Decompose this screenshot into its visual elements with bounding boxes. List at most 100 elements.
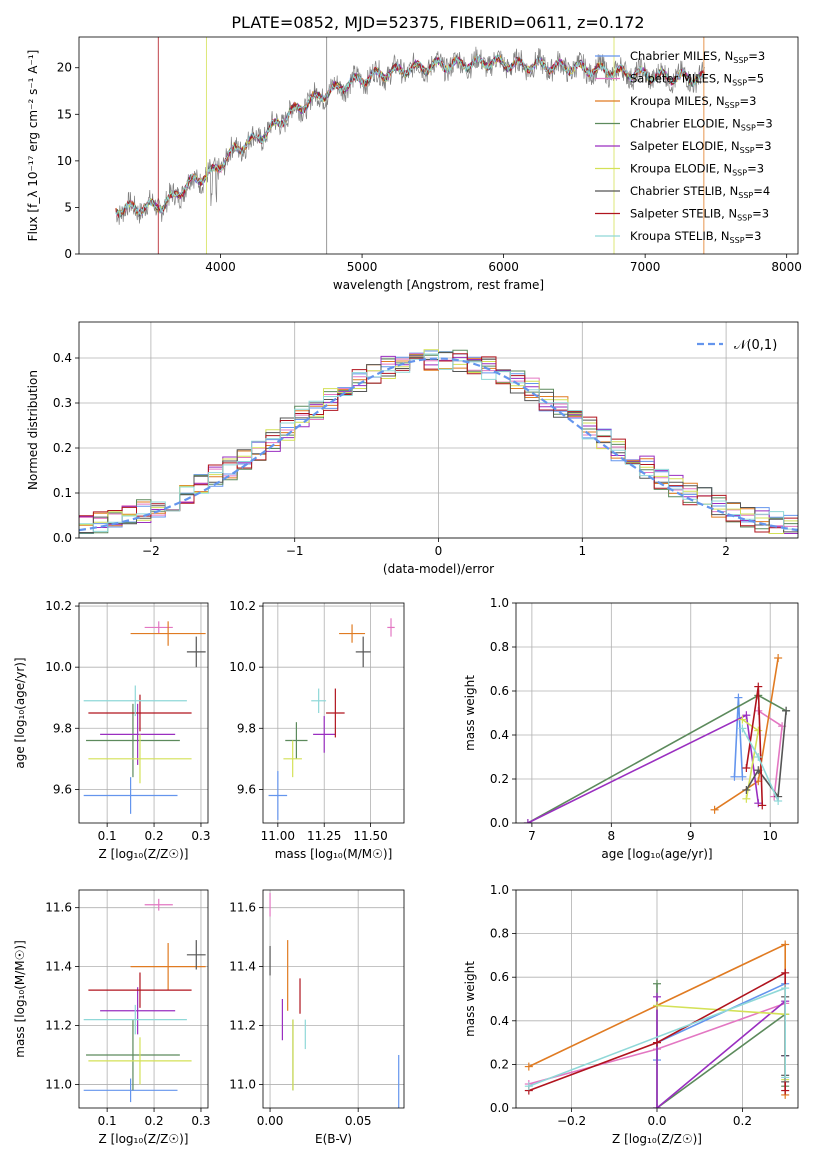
- legend-value: =3: [756, 117, 773, 131]
- legend-subscript: SSP: [741, 124, 756, 133]
- legend-value: =3: [740, 94, 757, 108]
- y-tick-label: 0.2: [490, 1057, 509, 1071]
- y-tick-label: 0.6: [490, 970, 509, 984]
- y-tick-label: 15: [57, 107, 72, 121]
- x-tick-label: 10: [763, 829, 778, 843]
- x-tick-label: 0.3: [191, 829, 210, 843]
- panel-age-vs-z: 0.1 0.2 0.3 9.6 9.8 10.0 10.2 Z [log₁₀(Z/Z☉)] ag…: [13, 599, 211, 861]
- plot-content: [524, 940, 790, 1108]
- panel-age-vs-mass: 11.00 11.25 11.50 9.6 9.8 10.0 10.2 mass [log₁₀…: [229, 599, 405, 861]
- plot-area: [263, 890, 404, 1108]
- y-tick-label: 0.0: [490, 1101, 509, 1115]
- axes-frame: [262, 889, 405, 1109]
- x-tick-label: 0: [435, 544, 443, 558]
- x-axis-label: Z [log₁₀(Z/Z☉)]: [99, 847, 189, 861]
- panel-mass-vs-ebv: 0.00 0.05 11.0 11.2 11.4 11.6 E(B-V): [229, 889, 405, 1146]
- y-tick-label: 5: [64, 200, 72, 214]
- legend-value: =5: [747, 72, 764, 86]
- x-tick-label: 7: [528, 829, 536, 843]
- legend-value: =3: [745, 229, 762, 243]
- x-axis-label: wavelength [Angstrom, rest frame]: [333, 278, 544, 292]
- legend-value: =3: [748, 49, 765, 63]
- legend-subscript: SSP: [738, 191, 753, 200]
- y-tick-label: 9.6: [53, 782, 72, 796]
- plot-content: [523, 654, 791, 823]
- y-tick-label: 20: [57, 61, 72, 75]
- x-tick-label: 5000: [347, 260, 378, 274]
- x-axis-label: (data-model)/error: [383, 562, 494, 576]
- legend-subscript: SSP: [737, 214, 752, 223]
- y-tick-label: 11.4: [45, 960, 72, 974]
- legend-value: =3: [752, 207, 769, 221]
- y-tick-label: 0.3: [53, 396, 72, 410]
- plot-area: [79, 890, 208, 1108]
- axes-frame: [78, 889, 209, 1109]
- panel-residuals: −2 −1 0 1 2 0.0 0.1 0.2 0.3 0.4 (data-model)/error…: [26, 321, 799, 576]
- x-tick-label: 2: [722, 544, 730, 558]
- y-tick-label: 10.0: [229, 660, 256, 674]
- legend-subscript: SSP: [732, 79, 747, 88]
- x-tick-label: 0.05: [345, 1114, 372, 1128]
- y-tick-label: 9.6: [237, 782, 256, 796]
- y-tick-label: 11.2: [229, 1019, 256, 1033]
- figure-title: PLATE=0852, MJD=52375, FIBERID=0611, z=0…: [231, 13, 644, 32]
- y-tick-label: 9.8: [53, 721, 72, 735]
- legend-subscript: SSP: [725, 101, 740, 110]
- normal-curve: [79, 357, 798, 532]
- x-tick-label: 7000: [630, 260, 661, 274]
- axes-frame: [515, 889, 799, 1109]
- y-tick-label: 10: [57, 154, 72, 168]
- x-tick-label: 0.0: [647, 1114, 666, 1128]
- x-tick-label: 0.00: [257, 1114, 284, 1128]
- y-tick-label: 0.8: [490, 640, 509, 654]
- y-tick-label: 1.0: [490, 596, 509, 610]
- y-tick-label: 0: [64, 247, 72, 261]
- x-tick-label: 1: [578, 544, 586, 558]
- y-tick-label: 11.0: [45, 1077, 72, 1091]
- y-axis-label: Flux [f_λ 10⁻¹⁷ erg cm⁻² s⁻¹ A⁻¹]: [26, 50, 40, 242]
- x-tick-label: 9: [687, 829, 695, 843]
- axes-frame: [515, 602, 799, 824]
- y-tick-label: 1.0: [490, 883, 509, 897]
- legend-label-3: Chabrier ELODIE, NSSP=3: [630, 117, 773, 133]
- x-axis-label: Z [log₁₀(Z/Z☉)]: [99, 1132, 189, 1146]
- y-tick-label: 9.8: [237, 721, 256, 735]
- legend-label-8: Kroupa STELIB, NSSP=3: [630, 229, 761, 245]
- x-tick-label: 0.3: [191, 1114, 210, 1128]
- x-tick-label: 11.25: [307, 829, 341, 843]
- y-axis-label: mass weight: [463, 675, 477, 751]
- plot-content: [83, 621, 206, 814]
- legend-value: =4: [753, 184, 770, 198]
- axes-frame: [78, 602, 209, 824]
- x-tick-label: −2: [142, 544, 160, 558]
- spectrum-legend: Chabrier MILES, NSSP=3 Salpeter MILES, NS…: [595, 49, 773, 245]
- legend-subscript: SSP: [730, 236, 745, 245]
- plot-content: [79, 349, 798, 538]
- panel-mass-weight-vs-z: −0.2 0.0 0.2 0.0 0.2 0.4 0.6 0.8 1.0 Z [log₁₀(Z/Z…: [463, 883, 799, 1146]
- y-tick-label: 10.2: [45, 599, 72, 613]
- x-tick-label: 0.2: [145, 829, 164, 843]
- y-tick-label: 10.0: [45, 660, 72, 674]
- x-tick-label: 0.2: [145, 1114, 164, 1128]
- x-tick-label: −0.2: [557, 1114, 586, 1128]
- y-tick-label: 11.0: [229, 1077, 256, 1091]
- x-tick-label: 11.50: [353, 829, 387, 843]
- plot-content: [268, 618, 395, 820]
- y-axis-label: Normed distribution: [26, 370, 40, 490]
- plot-content: [269, 892, 400, 1108]
- legend-value: =3: [755, 139, 772, 153]
- x-tick-label: −1: [286, 544, 304, 558]
- legend-label-0: Chabrier MILES, NSSP=3: [630, 49, 765, 65]
- y-tick-label: 0.4: [490, 728, 509, 742]
- y-tick-label: 10.2: [229, 599, 256, 613]
- plot-content: [115, 37, 705, 254]
- y-tick-label: 0.0: [490, 816, 509, 830]
- y-tick-label: 0.6: [490, 684, 509, 698]
- weight-line-6: [745, 710, 787, 799]
- panel-mass-weight-vs-age: 7 8 9 10 0.0 0.2 0.4 0.6 0.8 1.0 age [log₁₀(age/yr…: [463, 596, 799, 861]
- x-tick-label: 0.2: [733, 1114, 752, 1128]
- legend-label-1: Salpeter MILES, NSSP=5: [630, 72, 764, 88]
- axes-frame: [78, 321, 799, 539]
- legend-value: =3: [747, 162, 764, 176]
- legend-subscript: SSP: [732, 169, 747, 178]
